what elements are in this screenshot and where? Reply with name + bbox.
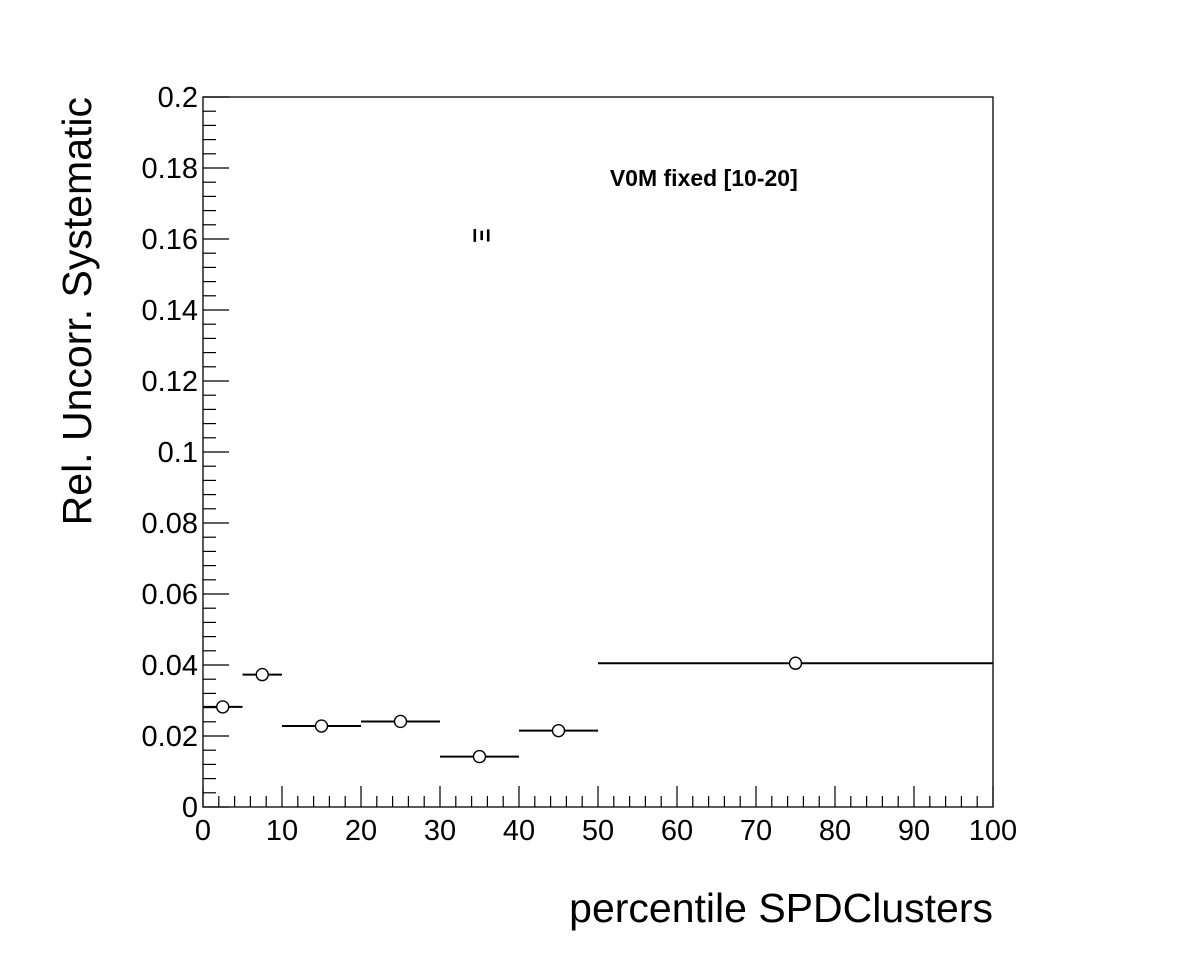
x-tick-label: 100 [969,815,1017,847]
particle-label: Ξ [468,228,494,243]
x-tick-label: 90 [898,815,930,847]
y-tick-label: 0.08 [142,508,198,540]
point-marker [472,749,487,764]
data-point [440,749,519,764]
point-marker [393,714,408,729]
y-tick-label: 0.06 [142,579,198,611]
x-tick-label: 30 [424,815,456,847]
axis-tick-labels: 0 10 20 30 40 50 60 70 80 90 100 0 0.02 0.04 0.06 0.08 0… [142,82,1018,847]
y-tick-label: 0.12 [142,366,198,398]
point-marker [551,723,566,738]
point-marker [788,656,803,670]
annotation-label: V0M fixed [10-20] [610,165,798,191]
data-point [361,714,440,729]
y-axis-title: Rel. Uncorr. Systematic [54,97,100,525]
annotations: V0M fixed [10-20] Ξ [468,165,797,243]
y-tick-label: 0.14 [142,295,198,327]
data-point [282,719,361,733]
y-tick-label: 0.1 [158,437,198,469]
x-tick-label: 70 [740,815,772,847]
x-tick-label: 0 [195,815,211,847]
x-tick-label: 10 [266,815,298,847]
point-marker [255,667,269,682]
x-tick-label: 50 [582,815,614,847]
x-tick-label: 20 [345,815,377,847]
y-tick-label: 0.2 [158,82,198,114]
x-tick-label: 80 [819,815,851,847]
data-point [519,723,598,738]
point-marker [314,719,329,733]
data-point [203,700,243,714]
x-tick-label: 40 [503,815,535,847]
data-point [242,667,282,682]
y-tick-label: 0.16 [142,224,198,256]
y-tick-label: 0 [182,792,198,824]
x-axis-title: percentile SPDClusters [569,885,993,931]
y-tick-label: 0.02 [142,721,198,753]
x-tick-label: 60 [661,815,693,847]
point-marker [216,700,230,714]
y-tick-label: 0.04 [142,650,198,682]
y-tick-label: 0.18 [142,153,198,185]
axis-ticks [202,96,994,808]
data-point [598,656,993,670]
data-series [203,656,993,764]
